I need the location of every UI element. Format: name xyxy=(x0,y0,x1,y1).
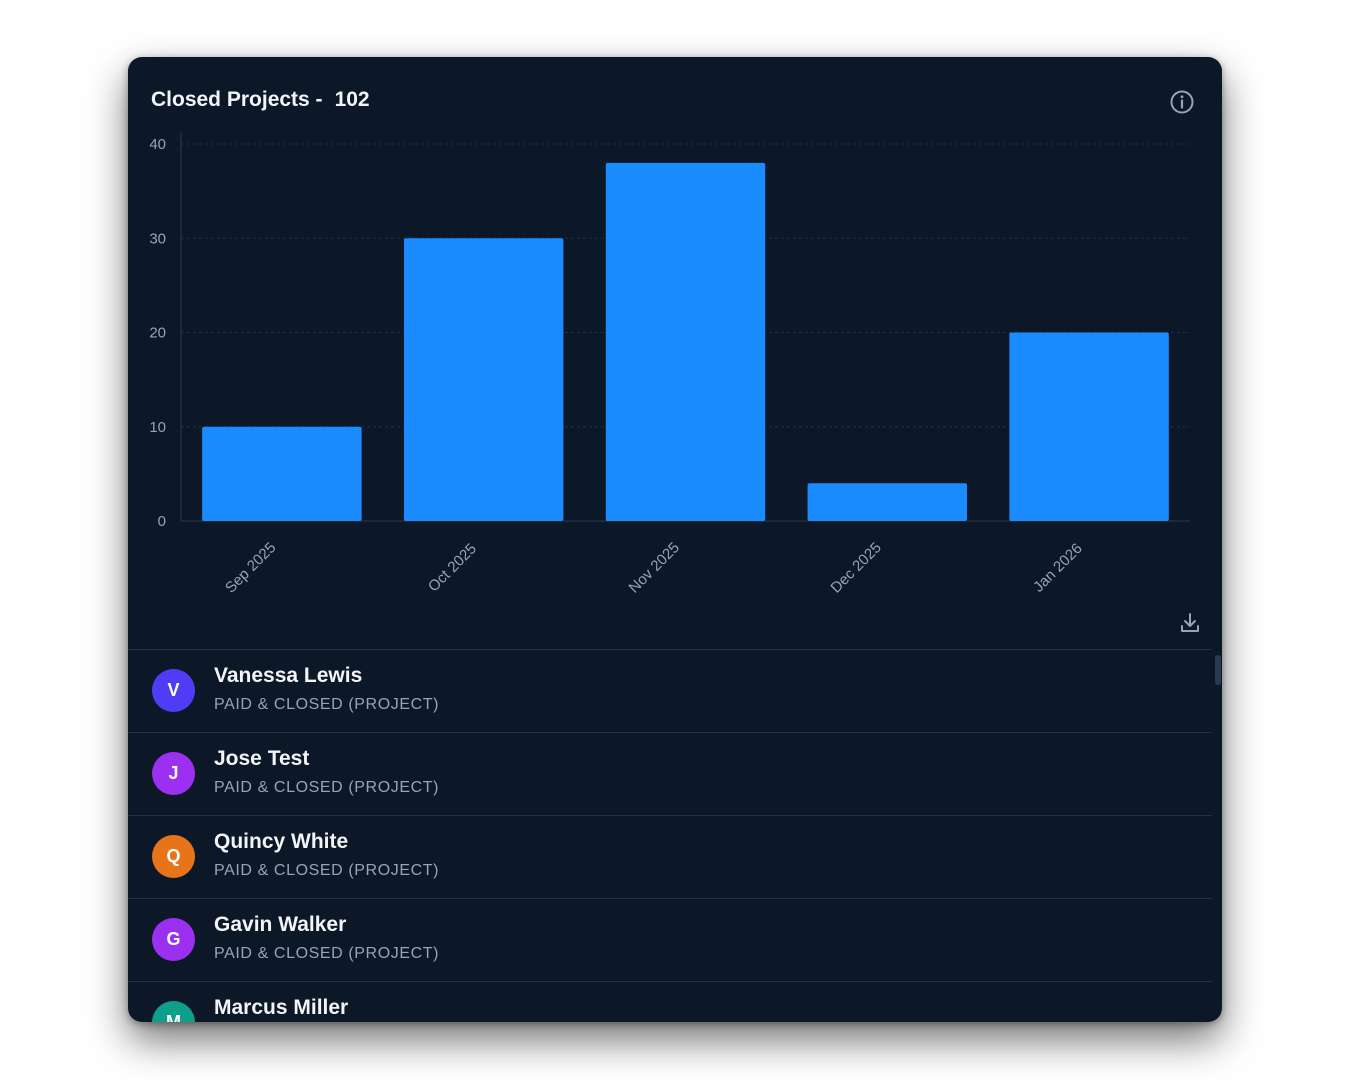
list-item[interactable]: Q Quincy White PAID & CLOSED (PROJECT) xyxy=(128,815,1212,897)
x-tick-label: Nov 2025 xyxy=(626,539,683,596)
y-tick-label: 0 xyxy=(158,513,166,530)
project-count: 102 xyxy=(334,88,370,111)
x-tick-label: Oct 2025 xyxy=(425,540,480,595)
info-icon[interactable] xyxy=(1168,88,1196,116)
list-item[interactable]: V Vanessa Lewis PAID & CLOSED (PROJECT) xyxy=(128,649,1212,731)
project-status: PAID & CLOSED (PROJECT) xyxy=(214,696,440,713)
avatar: Q xyxy=(152,835,195,878)
bar-sep-2025[interactable] xyxy=(202,426,362,521)
list-item[interactable]: G Gavin Walker PAID & CLOSED (PROJECT) xyxy=(128,898,1212,980)
contact-name: Gavin Walker xyxy=(214,913,347,936)
card-header: Closed Projects - 102 xyxy=(151,85,370,115)
y-tick-label: 10 xyxy=(149,419,166,436)
download-icon[interactable] xyxy=(1178,611,1202,635)
bar-oct-2025[interactable] xyxy=(403,238,564,521)
y-tick-label: 40 xyxy=(149,136,166,153)
bar-jan-2026[interactable] xyxy=(1009,332,1169,522)
contact-name: Jose Test xyxy=(214,747,310,770)
avatar: V xyxy=(152,669,195,712)
avatar: M xyxy=(152,1001,195,1022)
bar-dec-2025[interactable] xyxy=(807,483,968,521)
card-title: Closed Projects - xyxy=(151,88,323,111)
y-tick-label: 30 xyxy=(149,230,166,247)
x-tick-label: Sep 2025 xyxy=(222,539,279,596)
bar-chart: 0 10 20 30 40 Sep 2025 Oct 2025 Nov 2025 Dec 202… xyxy=(149,132,1190,597)
project-list: V Vanessa Lewis PAID & CLOSED (PROJECT) J Jo… xyxy=(128,649,1212,1022)
closed-projects-card: Closed Projects - 102 0 10 20 30 40 Sep 2025 O… xyxy=(128,57,1222,1022)
project-status: PAID & CLOSED (PROJECT) xyxy=(214,862,440,879)
x-tick-label: Jan 2026 xyxy=(1030,540,1086,596)
project-status: PAID & CLOSED (PROJECT) xyxy=(214,779,440,796)
y-tick-label: 20 xyxy=(149,325,166,342)
project-status: PAID & CLOSED (PROJECT) xyxy=(214,945,440,962)
contact-name: Marcus Miller xyxy=(214,996,349,1019)
contact-name: Quincy White xyxy=(214,830,349,853)
avatar: J xyxy=(152,752,195,795)
contact-name: Vanessa Lewis xyxy=(214,664,363,687)
x-tick-label: Dec 2025 xyxy=(827,539,884,596)
list-item[interactable]: J Jose Test PAID & CLOSED (PROJECT) xyxy=(128,732,1212,814)
list-scrollbar[interactable] xyxy=(1215,655,1221,685)
bar-nov-2025[interactable] xyxy=(605,162,766,521)
avatar: G xyxy=(152,918,195,961)
